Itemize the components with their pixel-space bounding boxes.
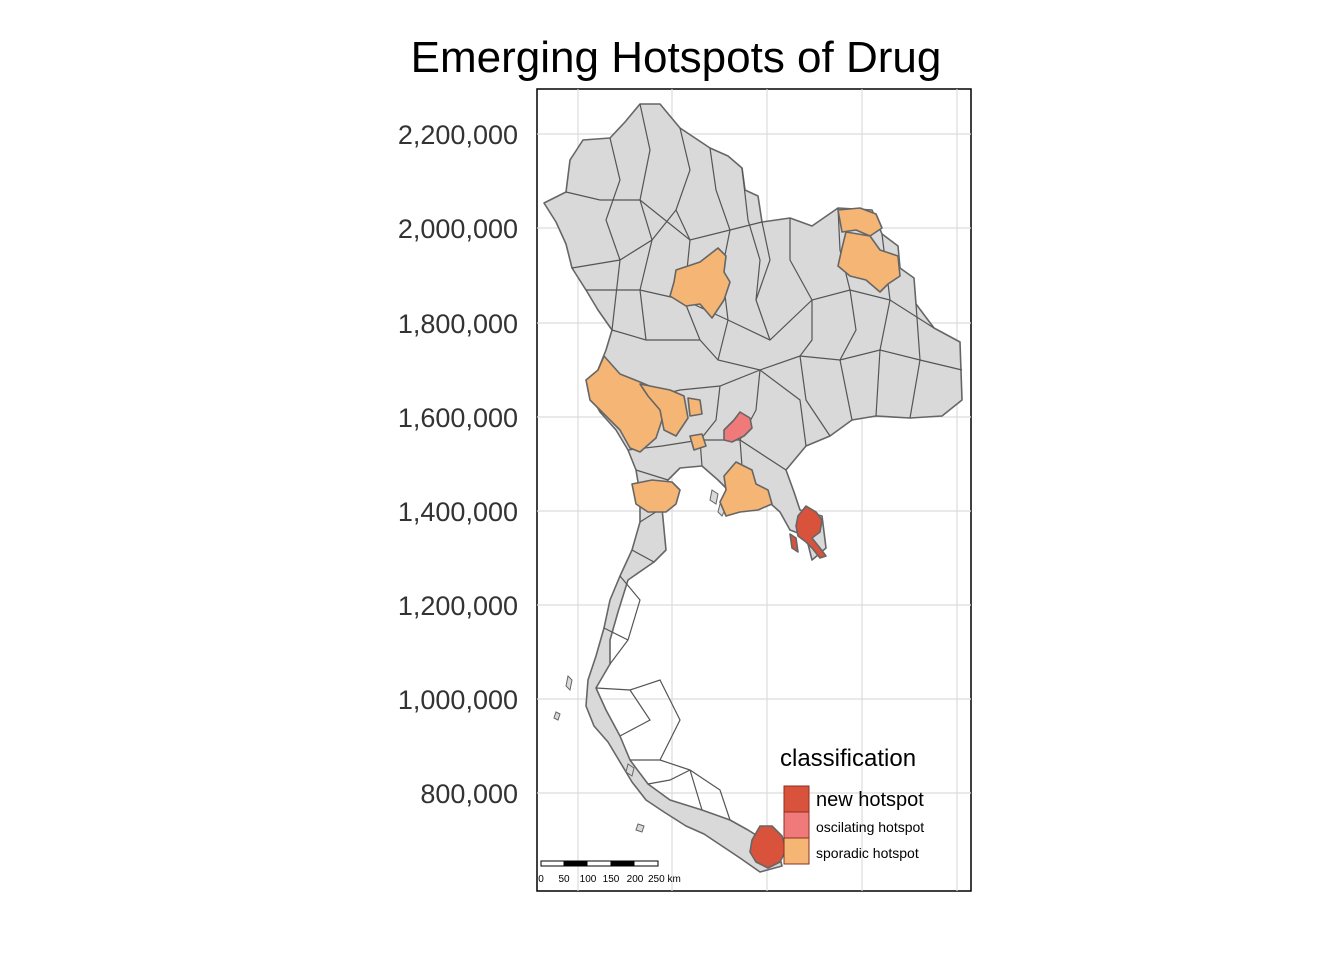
y-axis: 2,200,000 2,000,000 1,800,000 1,600,000 … xyxy=(398,120,518,809)
hotspot-regions xyxy=(585,207,901,869)
hotspot-east-coast xyxy=(795,505,827,559)
hotspot-southwest xyxy=(631,479,681,513)
y-tick-label: 800,000 xyxy=(420,779,518,809)
hotspot-central-small xyxy=(689,433,707,451)
y-tick-label: 1,000,000 xyxy=(398,685,518,715)
hotspot-central xyxy=(723,411,753,443)
legend-swatch-new xyxy=(783,785,810,813)
y-tick-label: 2,000,000 xyxy=(398,214,518,244)
y-tick-label: 1,600,000 xyxy=(398,403,518,433)
y-tick-label: 1,400,000 xyxy=(398,497,518,527)
scale-label: 150 xyxy=(603,874,620,885)
hotspot-north-central xyxy=(669,247,731,319)
scale-label: 0 xyxy=(538,874,544,885)
scale-bar: 0 50 100 150 200 250 km xyxy=(538,860,681,885)
map-panel: 0 50 100 150 200 250 km classification n… xyxy=(536,88,972,892)
legend-swatch-oscilating xyxy=(783,811,810,839)
scale-label: 100 xyxy=(580,874,597,885)
hotspot-east-central xyxy=(719,461,773,517)
scale-label: 200 xyxy=(627,874,644,885)
map-title: Emerging Hotspots of Drug xyxy=(411,33,942,82)
hotspot-northeast-top xyxy=(837,207,883,237)
legend-label-new: new hotspot xyxy=(816,789,924,811)
scale-label: 50 xyxy=(558,874,570,885)
islands xyxy=(553,489,727,833)
y-tick-label: 2,200,000 xyxy=(398,120,518,150)
legend-title: classification xyxy=(780,745,916,772)
legend-label-sporadic: sporadic hotspot xyxy=(816,845,919,861)
y-tick-label: 1,200,000 xyxy=(398,591,518,621)
hotspot-far-south xyxy=(749,825,787,869)
hotspot-west-central-1 xyxy=(639,383,689,437)
legend-label-oscilating: oscilating hotspot xyxy=(816,819,924,835)
scale-label: 250 km xyxy=(648,874,681,885)
hotspot-west-central-2 xyxy=(687,397,703,417)
hotspot-northeast xyxy=(837,231,901,293)
legend: classification new hotspot oscilating ho… xyxy=(780,745,924,865)
hotspot-east-coast-island xyxy=(789,533,799,553)
y-tick-label: 1,800,000 xyxy=(398,309,518,339)
legend-swatch-sporadic xyxy=(783,837,810,865)
